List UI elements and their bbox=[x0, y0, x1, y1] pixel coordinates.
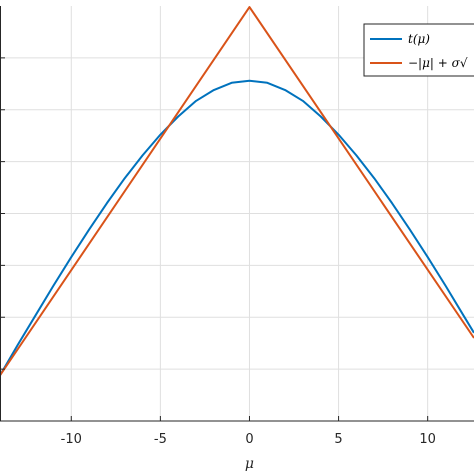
x-tick-label: -5 bbox=[154, 432, 167, 447]
series-line-0 bbox=[0, 79, 474, 376]
legend-label-t-mu: t(μ) bbox=[408, 32, 430, 46]
x-tick-label: 5 bbox=[334, 432, 342, 447]
legend-box bbox=[363, 23, 474, 77]
axis-ticks: -10 -5 0 5 10 bbox=[0, 57, 436, 447]
series-layer bbox=[0, 6, 474, 376]
legend-label-bound: −|μ| + σ√ bbox=[408, 56, 468, 70]
legend: t(μ) −|μ| + σ√ bbox=[363, 23, 474, 77]
grid-lines bbox=[0, 6, 474, 421]
x-tick-label: 10 bbox=[419, 432, 436, 447]
x-tick-label: -10 bbox=[61, 432, 82, 447]
x-axis-label: μ bbox=[245, 456, 254, 472]
series-line-1 bbox=[0, 6, 474, 376]
x-tick-label: 0 bbox=[245, 432, 253, 447]
